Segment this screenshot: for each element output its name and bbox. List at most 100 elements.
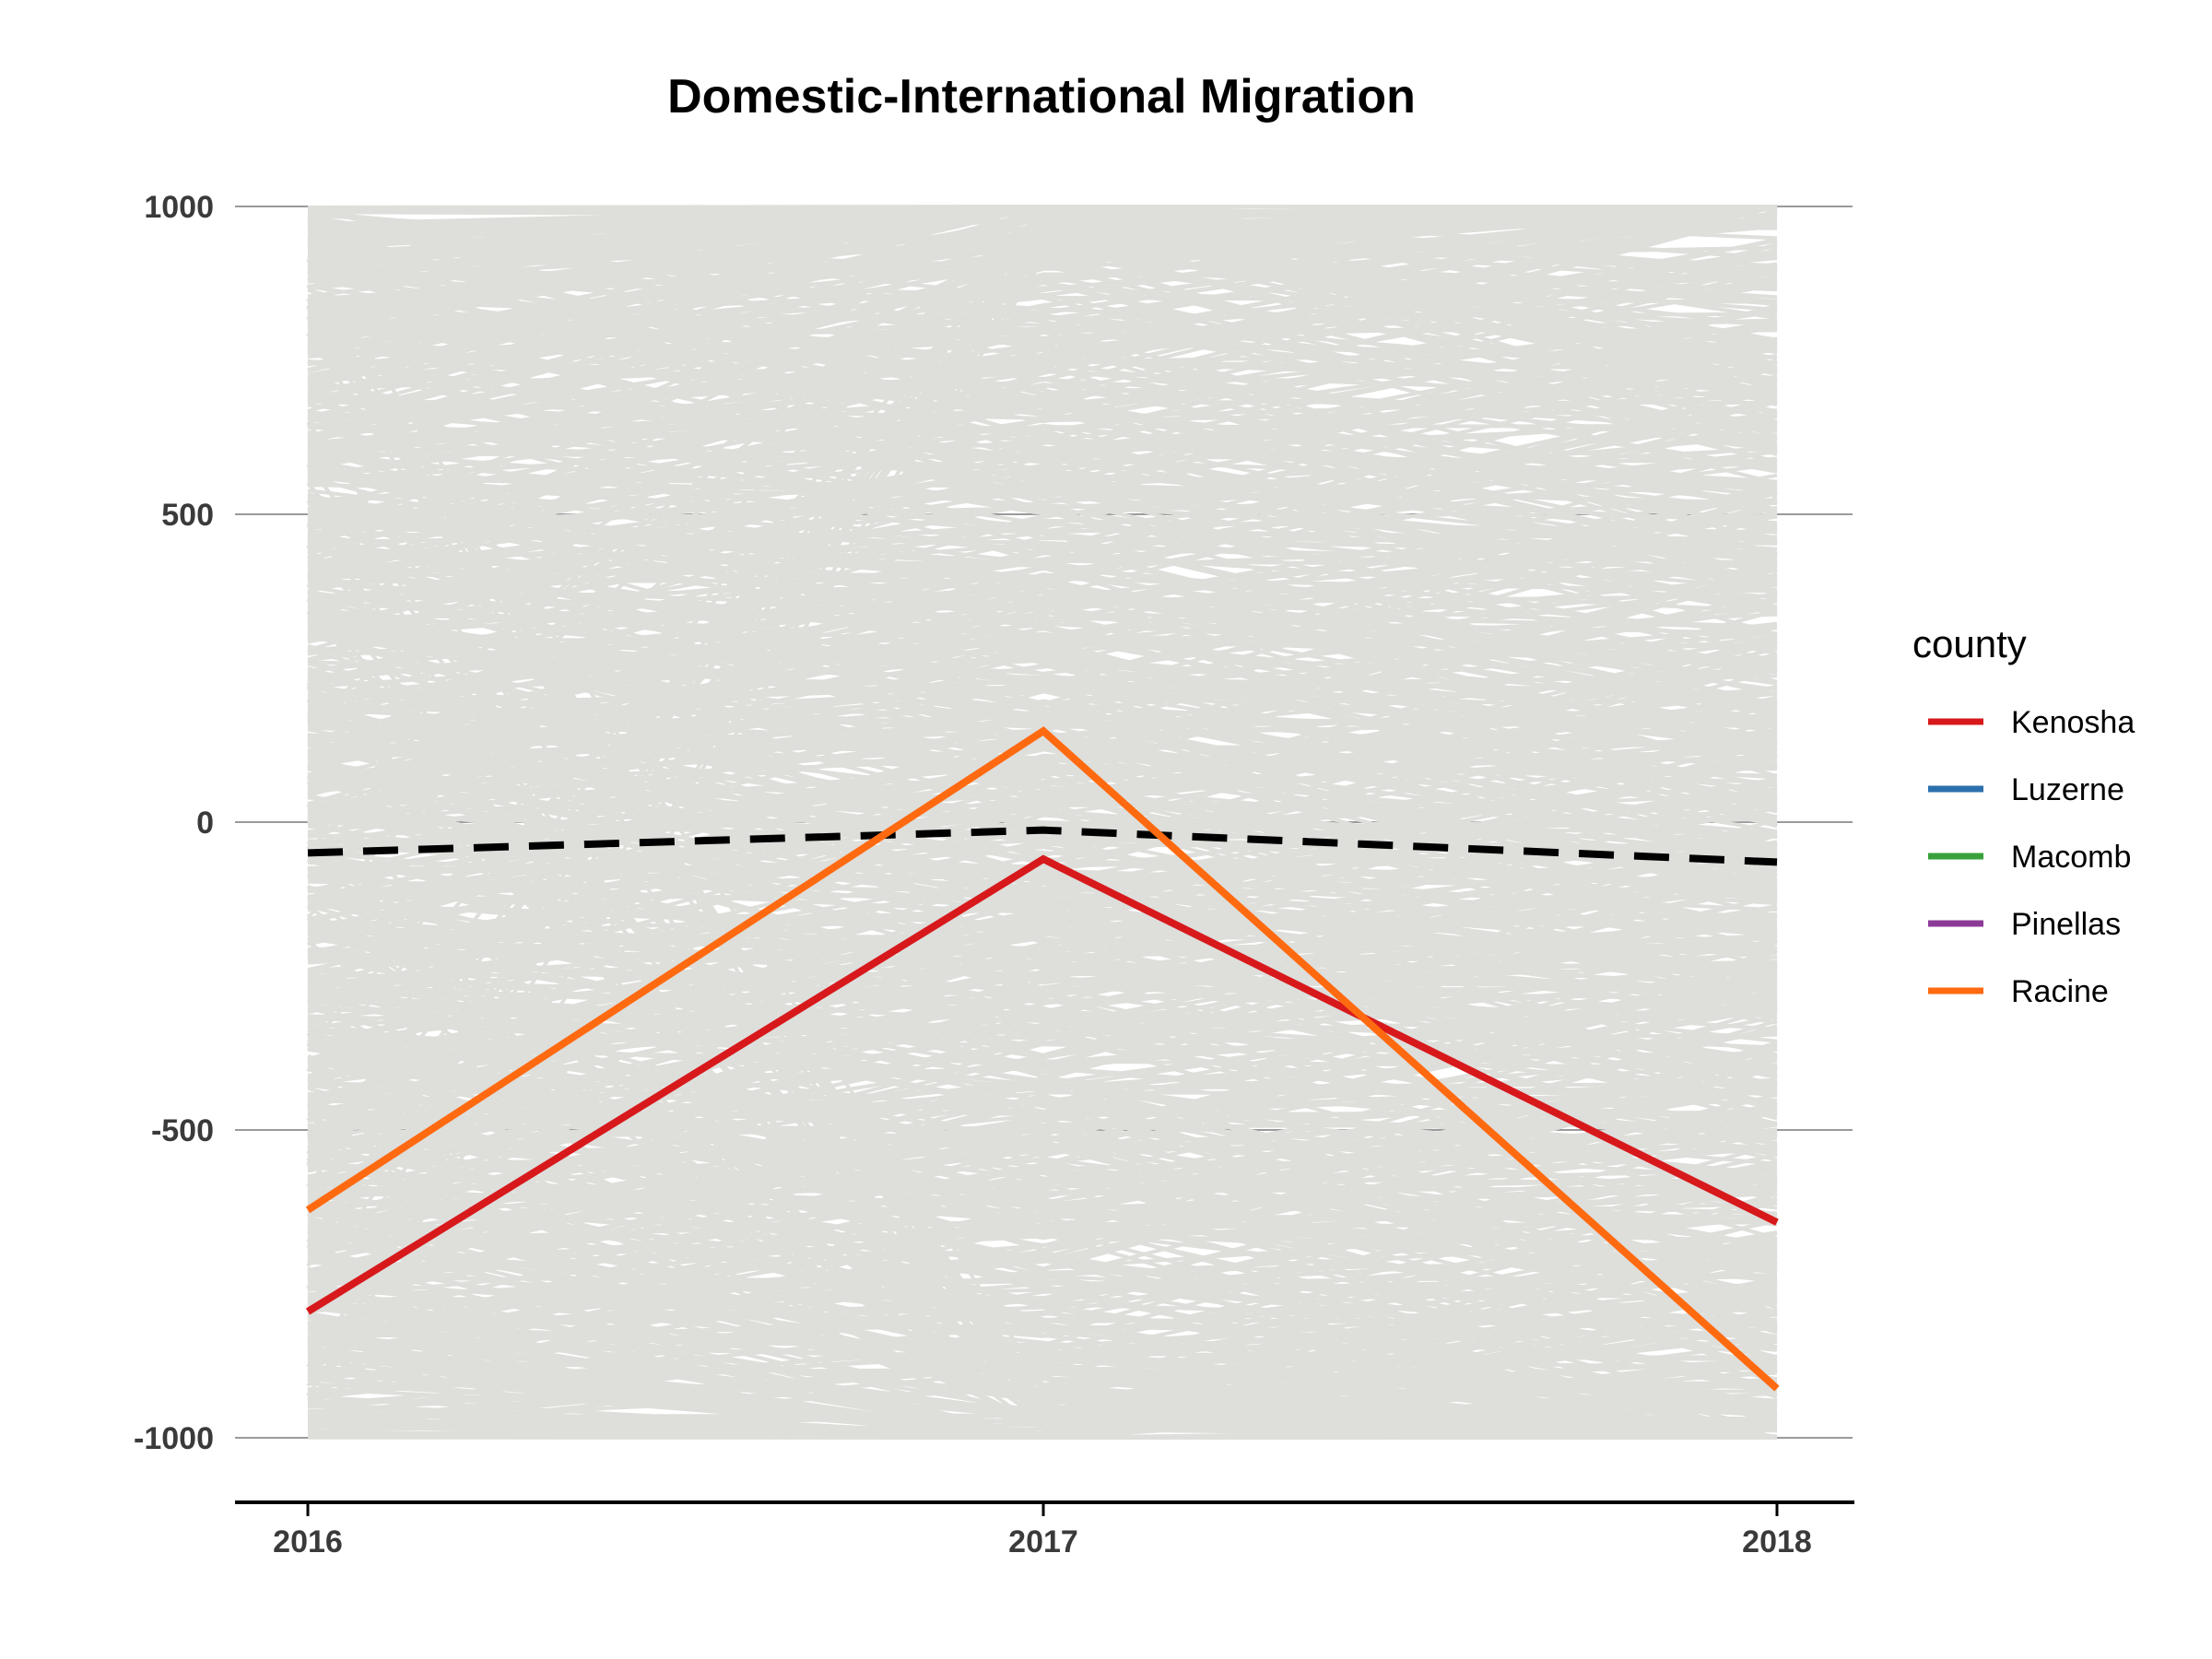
y-tick-label: 0: [196, 806, 214, 841]
background-county-line: [307, 208, 1778, 340]
background-county-line: [307, 488, 1778, 740]
background-county-line: [307, 626, 1778, 769]
background-county-line: [307, 697, 1778, 908]
background-county-line: [306, 205, 1778, 1038]
y-tick-label: -500: [151, 1113, 214, 1148]
background-county-line: [307, 1122, 1778, 1144]
y-tick-label: 1000: [144, 190, 214, 225]
background-county-line: [307, 402, 1778, 535]
background-county-line: [307, 632, 1778, 846]
background-county-line: [307, 1212, 1778, 1412]
background-county-line: [307, 409, 1778, 561]
background-county-line: [307, 700, 1778, 800]
background-county-line: [307, 1059, 1778, 1280]
background-county-line: [307, 358, 1778, 392]
x-tick-label: 2017: [1008, 1524, 1078, 1559]
background-county-line: [307, 1044, 1778, 1418]
background-county-line: [307, 845, 1778, 951]
background-county-line: [307, 743, 1778, 1087]
background-county-lines: [306, 204, 1778, 1441]
legend-label-pinellas: Pinellas: [2011, 907, 2121, 942]
background-county-line: [307, 205, 1778, 216]
background-county-line: [307, 584, 1778, 834]
background-county-line: [307, 1211, 1778, 1329]
legend-label-luzerne: Luzerne: [2011, 772, 2124, 807]
background-county-line: [307, 1095, 1778, 1300]
background-county-line: [307, 1210, 1778, 1440]
background-county-line: [307, 408, 1778, 561]
background-county-line: [307, 634, 1778, 1014]
background-county-line: [307, 948, 1778, 1152]
background-county-line: [307, 894, 1778, 1119]
background-county-line: [307, 541, 1778, 728]
background-county-line: [307, 266, 1778, 648]
background-county-line: [307, 205, 1778, 439]
background-county-line: [307, 1133, 1778, 1301]
background-county-line: [307, 756, 1778, 908]
background-county-line: [307, 512, 1778, 628]
x-tick-label: 2018: [1742, 1524, 1812, 1559]
background-county-line: [307, 710, 1778, 862]
background-county-line: [307, 562, 1778, 900]
background-county-line: [307, 711, 1778, 1015]
series-line-racine: [305, 726, 1780, 1392]
background-county-line: [307, 455, 1778, 644]
background-county-line: [306, 230, 1778, 1290]
background-county-line: [307, 469, 1778, 789]
background-county-line: [307, 205, 1777, 283]
background-county-line: [307, 1251, 1778, 1430]
background-county-line: [307, 205, 1778, 352]
background-county-line: [307, 1423, 1777, 1440]
background-county-line: [307, 699, 1778, 864]
background-county-line: [307, 1087, 1778, 1192]
background-county-line: [307, 1320, 1778, 1401]
background-county-line: [307, 1194, 1778, 1440]
background-county-line: [307, 1018, 1778, 1197]
background-county-line: [307, 1355, 1778, 1418]
y-tick-label: -1000: [134, 1421, 214, 1456]
background-county-line: [307, 1316, 1778, 1391]
background-county-line: [307, 1103, 1778, 1426]
background-county-line: [307, 1086, 1778, 1291]
background-county-line: [307, 712, 1778, 940]
legend-label-macomb: Macomb: [2011, 840, 2131, 875]
background-county-line: [307, 576, 1778, 737]
axes: 1000 500 0 -500 -1000 2016 2017 2018: [134, 190, 1854, 1559]
background-county-line: [307, 834, 1778, 1141]
background-county-line: [307, 987, 1778, 1192]
background-county-line: [307, 1182, 1778, 1364]
background-county-line: [307, 849, 1778, 1046]
background-county-line: [307, 366, 1778, 717]
background-county-line: [307, 568, 1778, 614]
background-county-line: [307, 924, 1778, 1283]
background-county-line: [307, 746, 1778, 1077]
background-county-line: [307, 853, 1778, 998]
background-county-line: [307, 858, 1778, 1136]
x-tick-label: 2016: [273, 1524, 343, 1559]
background-county-line: [307, 572, 1778, 759]
background-county-line: [307, 1093, 1778, 1310]
background-county-line: [306, 895, 1778, 1424]
highlighted-series: [305, 726, 1780, 1392]
background-county-line: [307, 205, 1778, 336]
background-county-line: [307, 1038, 1778, 1209]
series-line-kenosha: [305, 854, 1779, 1315]
background-county-line: [307, 606, 1778, 721]
background-county-line: [307, 473, 1778, 613]
background-county-line: [307, 506, 1778, 613]
legend: county Kenosha Luzerne Macomb Pinellas Racin…: [1912, 622, 2135, 1009]
background-county-line: [307, 1090, 1778, 1166]
background-county-line: [307, 850, 1778, 1023]
background-county-line: [307, 1176, 1778, 1348]
background-county-line: [307, 394, 1778, 556]
background-county-line: [307, 766, 1778, 971]
background-county-line: [307, 638, 1778, 829]
background-county-line: [307, 952, 1778, 1252]
background-county-line: [307, 615, 1778, 770]
legend-label-kenosha: Kenosha: [2011, 705, 2135, 740]
background-county-line: [307, 205, 1778, 401]
legend-title: county: [1912, 622, 2027, 665]
y-tick-label: 500: [161, 498, 214, 533]
